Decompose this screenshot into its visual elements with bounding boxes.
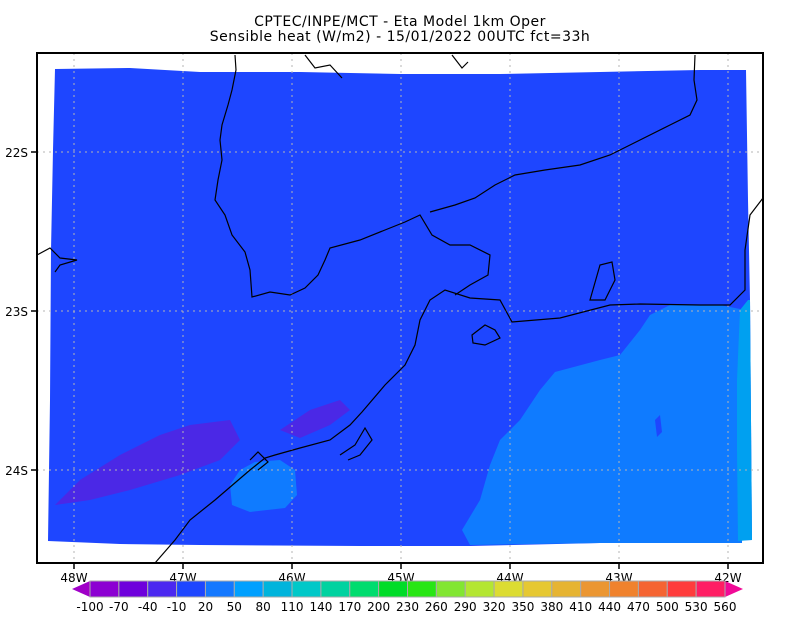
colorbar-label: 380 bbox=[540, 600, 563, 614]
colorbar-label: 110 bbox=[281, 600, 304, 614]
colorbar-swatch bbox=[147, 580, 178, 598]
field-eastern-edge bbox=[737, 300, 752, 541]
field-cold-patch-ocean bbox=[655, 415, 662, 437]
colorbar-swatch bbox=[262, 580, 293, 598]
colorbar-swatch bbox=[609, 580, 639, 598]
colorbar-label: -40 bbox=[138, 600, 158, 614]
colorbar-label: 500 bbox=[656, 600, 679, 614]
island bbox=[471, 324, 501, 346]
colorbar-label: -100 bbox=[76, 600, 103, 614]
coast-fragment bbox=[451, 54, 469, 69]
colorbar-label: 290 bbox=[454, 600, 477, 614]
colorbar-label: 350 bbox=[512, 600, 535, 614]
colorbar-swatch bbox=[89, 580, 120, 598]
colorbar-label: 20 bbox=[198, 600, 213, 614]
colorbar-label: 200 bbox=[367, 600, 390, 614]
state-border-east bbox=[429, 54, 698, 213]
colorbar-label: -10 bbox=[167, 600, 187, 614]
colorbar-label: 470 bbox=[627, 600, 650, 614]
field-warm-ocean bbox=[462, 305, 745, 545]
field-cold-patch bbox=[280, 400, 350, 438]
colorbar-label: 260 bbox=[425, 600, 448, 614]
title-line-1: CPTEC/INPE/MCT - Eta Model 1km Oper bbox=[254, 14, 546, 30]
colorbar-label: 560 bbox=[714, 600, 737, 614]
lat-tick-label: 22S bbox=[5, 146, 28, 160]
colorbar-high-arrow bbox=[725, 581, 743, 597]
colorbar-swatch bbox=[551, 580, 582, 598]
colorbar-label: 80 bbox=[256, 600, 271, 614]
field-cold-patch bbox=[55, 420, 240, 505]
field-layer bbox=[48, 68, 752, 546]
colorbar-label: 170 bbox=[338, 600, 361, 614]
coast-fragment bbox=[36, 247, 78, 273]
colorbar-swatch bbox=[204, 580, 235, 598]
colorbar-swatch bbox=[493, 580, 524, 598]
colorbar-swatch bbox=[320, 580, 351, 598]
colorbar-swatch bbox=[233, 580, 264, 598]
colorbar-label: 440 bbox=[598, 600, 621, 614]
colorbar-swatch bbox=[464, 580, 495, 598]
grid-lines bbox=[37, 53, 763, 563]
state-border-west bbox=[214, 54, 491, 298]
coast-fragment bbox=[249, 451, 269, 471]
colorbar-swatch bbox=[176, 580, 206, 598]
colorbar-swatch bbox=[349, 580, 380, 598]
colorbar-label: 320 bbox=[483, 600, 506, 614]
colorbar-swatch bbox=[580, 580, 611, 598]
coast-fragment bbox=[304, 54, 343, 79]
coast-fragment bbox=[339, 426, 373, 461]
lat-tick-label: 23S bbox=[5, 305, 28, 319]
colorbar-swatch bbox=[637, 580, 668, 598]
colorbar-label: 410 bbox=[569, 600, 592, 614]
colorbar-swatch bbox=[435, 580, 466, 598]
coastline-main bbox=[154, 197, 764, 564]
colorbar: -100 -70 -40 -10 20 50 80 110 140 170 200 230 260 290… bbox=[72, 580, 743, 614]
colorbar-label: 230 bbox=[396, 600, 419, 614]
colorbar-label: 140 bbox=[309, 600, 332, 614]
title-line-2: Sensible heat (W/m2) - 15/01/2022 00UTC … bbox=[209, 29, 591, 45]
map-frame bbox=[36, 52, 764, 564]
colorbar-swatch bbox=[695, 580, 726, 598]
coastline bbox=[36, 54, 764, 564]
lon-tick-label: 48W bbox=[60, 571, 87, 585]
colorbar-label: -70 bbox=[109, 600, 129, 614]
colorbar-swatch bbox=[118, 580, 149, 598]
colorbar-label: 530 bbox=[685, 600, 708, 614]
colorbar-swatch bbox=[291, 580, 322, 598]
bay bbox=[589, 261, 616, 301]
lat-tick-label: 24S bbox=[5, 464, 28, 478]
colorbar-swatch bbox=[666, 580, 697, 598]
colorbar-label: 50 bbox=[227, 600, 242, 614]
colorbar-swatch bbox=[522, 580, 553, 598]
colorbar-swatch bbox=[407, 580, 437, 598]
colorbar-low-arrow bbox=[72, 581, 90, 597]
colorbar-swatch bbox=[378, 580, 408, 598]
